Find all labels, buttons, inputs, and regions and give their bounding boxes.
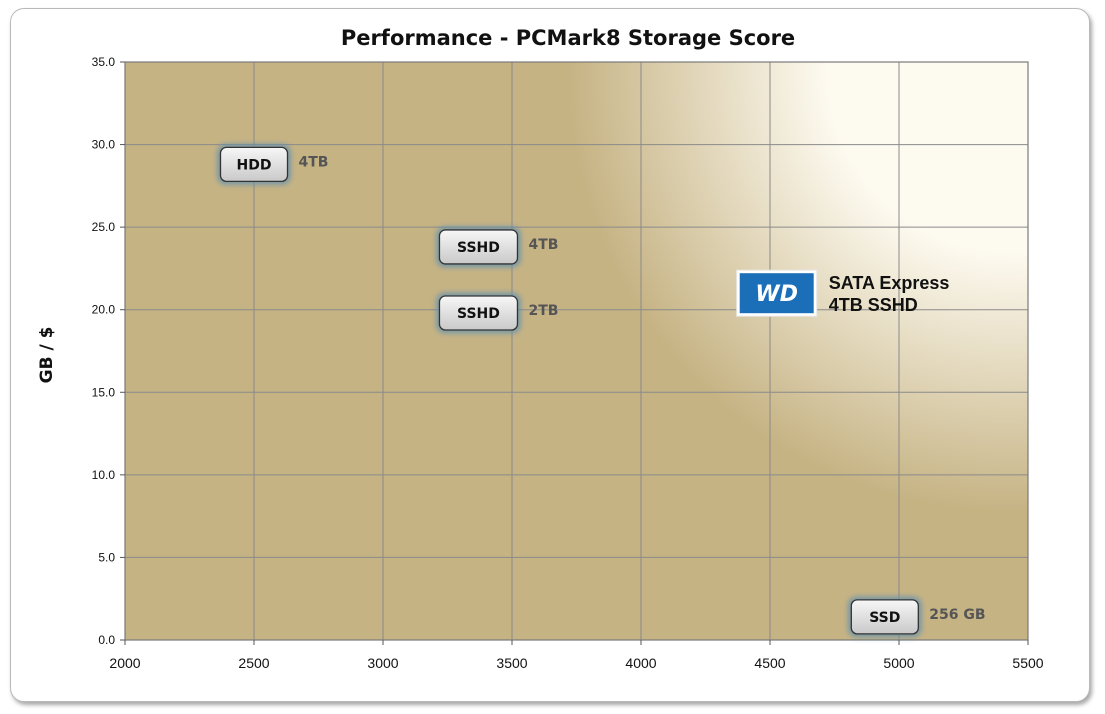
y-tick-label: 15.0 — [92, 385, 116, 399]
y-tick-label: 20.0 — [92, 303, 116, 317]
point-caption: 256 GB — [929, 607, 985, 623]
marker-box — [850, 599, 919, 635]
x-tick-label: 4000 — [625, 655, 656, 671]
annotation-line: 4TB SSHD — [829, 295, 918, 315]
data-point-hdd: HDD 4TB — [217, 144, 329, 185]
wd-logo-text: WD — [755, 282, 798, 307]
y-tick-label: 5.0 — [98, 550, 115, 564]
x-tick-label: 3000 — [367, 655, 398, 671]
wd-logo-badge — [739, 273, 814, 314]
x-axis: 2000 2500 3000 3500 4000 4500 5000 5500 — [109, 640, 1044, 671]
chart-title: Performance - PCMark8 Storage Score — [341, 26, 795, 50]
x-tick-label: 4500 — [754, 655, 785, 671]
point-label: SSD — [869, 610, 900, 626]
plot-border — [124, 61, 1029, 641]
x-tick-label: 2000 — [109, 655, 140, 671]
y-tick-label: 25.0 — [92, 220, 116, 234]
x-tick-label: 3500 — [496, 655, 527, 671]
marker-box — [438, 229, 519, 265]
point-caption: 4TB — [528, 237, 558, 253]
y-tick-label: 35.0 — [92, 55, 116, 69]
wd-logo: WD — [736, 269, 818, 317]
data-point-ssd: SSD 256 GB — [848, 596, 986, 637]
point-label: SSHD — [457, 240, 500, 256]
marker-box — [219, 146, 289, 183]
marker-box — [438, 295, 519, 331]
data-points: HDD 4TB SSHD 4TB SSHD 2TB SSD 256 GB — [217, 144, 986, 637]
data-point-sshd: SSHD 4TB — [436, 226, 558, 267]
y-tick-label: 30.0 — [92, 138, 116, 152]
y-axis: 0.0 5.0 10.0 15.0 20.0 25.0 30.0 35.0 — [92, 55, 125, 647]
x-tick-label: 5000 — [883, 655, 914, 671]
point-label: SSHD — [457, 306, 500, 322]
plot-area: 2000 2500 3000 3500 4000 4500 5000 5500 0.0 5.0 1… — [92, 55, 1044, 671]
y-tick-label: 0.0 — [98, 633, 115, 647]
point-caption: 2TB — [528, 303, 558, 319]
annotation-line: SATA Express — [829, 273, 950, 293]
data-point-sshd: SSHD 2TB — [436, 293, 558, 334]
y-tick-label: 10.0 — [92, 468, 116, 482]
x-tick-label: 5500 — [1012, 655, 1043, 671]
y-axis-label: GB / $ — [37, 327, 57, 384]
x-tick-label: 2500 — [238, 655, 269, 671]
point-label: HDD — [237, 157, 272, 173]
point-caption: 4TB — [299, 154, 329, 170]
